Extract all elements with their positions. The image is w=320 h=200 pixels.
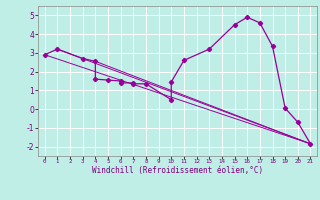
X-axis label: Windchill (Refroidissement éolien,°C): Windchill (Refroidissement éolien,°C) xyxy=(92,166,263,175)
